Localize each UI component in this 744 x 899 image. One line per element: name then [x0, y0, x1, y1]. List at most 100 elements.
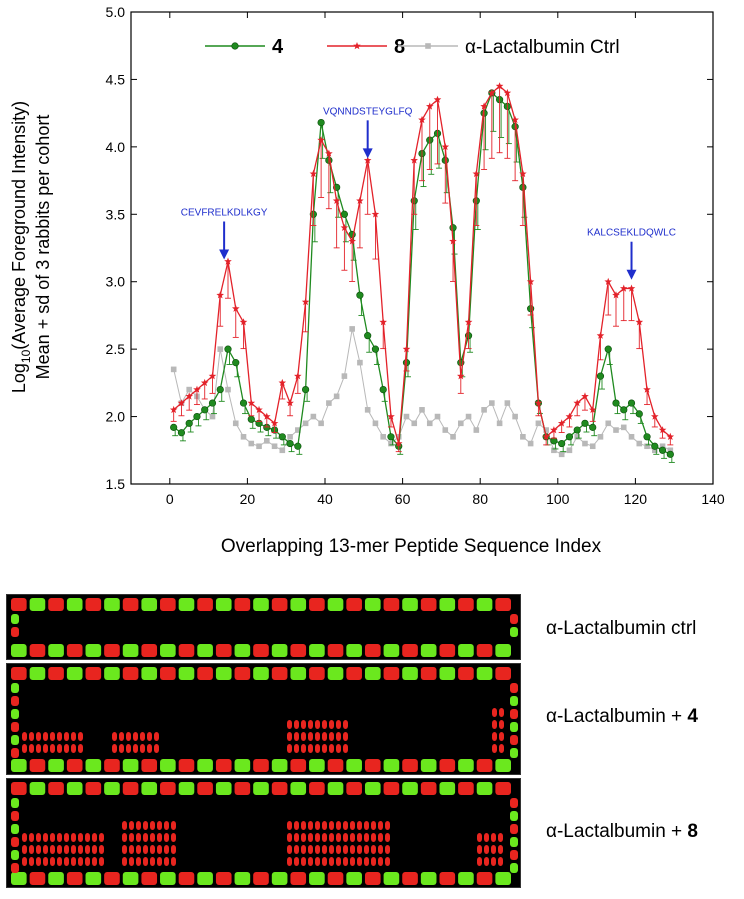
edge-spot: [510, 798, 518, 808]
point-8: [480, 102, 488, 110]
binding-spot: [336, 845, 341, 854]
binding-spot: [57, 845, 62, 854]
border-spot: [271, 598, 288, 611]
binding-spot: [85, 845, 90, 854]
point-4: [177, 429, 186, 437]
point-8: [363, 156, 372, 164]
binding-spot: [315, 744, 320, 753]
border-spot: [458, 782, 474, 795]
binding-spot: [147, 732, 152, 741]
border-spot: [309, 598, 325, 611]
point-8: [294, 372, 302, 380]
point-8: [301, 297, 310, 306]
binding-spot: [164, 845, 169, 854]
border-spot: [141, 644, 158, 657]
binding-spot: [498, 857, 503, 866]
border-spot: [309, 667, 325, 680]
point-8: [488, 88, 496, 97]
border-spot: [85, 598, 102, 611]
binding-spot: [57, 857, 62, 866]
edge-spot: [510, 837, 518, 847]
border-spot: [476, 667, 493, 680]
point-4: [651, 442, 659, 450]
binding-spot: [294, 845, 299, 854]
border-spot: [160, 667, 176, 680]
binding-spot: [315, 821, 320, 830]
border-spot: [476, 598, 493, 611]
border-spot: [439, 872, 456, 885]
border-spot: [402, 598, 418, 611]
point-ctrl: [186, 386, 192, 393]
binding-spot: [43, 845, 48, 854]
point-4: [216, 386, 224, 394]
binding-spot: [64, 744, 69, 753]
binding-spot: [57, 744, 62, 753]
binding-spot: [43, 833, 48, 842]
border-spot: [234, 644, 251, 657]
point-8: [379, 318, 387, 326]
point-8: [441, 142, 450, 151]
plot-area: 0 20 40 60 80 100 120 140 1.5 2.0 2.5 3.0 3.5 4.0 4.5 5…: [106, 4, 725, 507]
binding-spot: [315, 857, 320, 866]
binding-spot: [64, 732, 69, 741]
y-tick-label: 3.0: [106, 274, 126, 290]
binding-spot: [99, 857, 104, 866]
point-8: [612, 291, 620, 299]
x-axis-label: Overlapping 13-mer Peptide Sequence Inde…: [221, 536, 602, 557]
border-spot: [364, 598, 381, 611]
border-spot: [66, 644, 83, 657]
binding-spot: [85, 833, 90, 842]
edge-spot: [11, 683, 19, 693]
binding-spot: [71, 732, 76, 741]
binding-spot: [154, 732, 159, 741]
edge-spot: [11, 722, 19, 732]
point-ctrl: [380, 434, 386, 440]
point-ctrl: [527, 440, 534, 447]
binding-spot: [350, 821, 355, 830]
binding-spot: [143, 857, 148, 866]
binding-spot: [22, 732, 27, 741]
binding-spot: [85, 857, 90, 866]
point-ctrl: [620, 424, 627, 431]
point-4: [596, 372, 605, 380]
border-spot: [215, 872, 232, 885]
binding-spot: [22, 744, 27, 753]
binding-spot: [315, 833, 320, 842]
point-4: [340, 210, 349, 218]
binding-spot: [126, 744, 131, 753]
point-ctrl: [170, 366, 177, 373]
binding-spot: [329, 833, 334, 842]
binding-spot: [294, 857, 299, 866]
border-spot: [104, 667, 120, 680]
point-8: [193, 385, 201, 393]
border-spot: [420, 598, 437, 611]
binding-spot: [336, 744, 341, 753]
point-ctrl: [473, 427, 480, 433]
legend-marker-4: [231, 42, 239, 50]
point-ctrl: [659, 443, 666, 450]
y-tick-label: 2.5: [106, 341, 126, 357]
point-ctrl: [357, 359, 363, 366]
border-spot: [234, 872, 251, 885]
point-8: [511, 115, 519, 124]
binding-spot: [164, 857, 169, 866]
point-4: [589, 423, 597, 431]
binding-spot: [143, 821, 148, 830]
point-ctrl: [426, 420, 433, 427]
binding-spot: [315, 845, 320, 854]
border-spot: [85, 872, 102, 885]
point-4: [573, 426, 581, 434]
border-spot: [215, 598, 232, 611]
binding-spot: [336, 732, 341, 741]
binding-spot: [71, 744, 76, 753]
binding-spot: [112, 744, 117, 753]
border-spot: [66, 759, 83, 772]
border-spot: [458, 667, 474, 680]
border-spot: [160, 759, 176, 772]
annotation-label: VQNNDSTEYGLFQ: [323, 106, 413, 117]
binding-spot: [378, 857, 383, 866]
border-spot: [104, 872, 120, 885]
binding-spot: [343, 833, 348, 842]
binding-spot: [499, 720, 504, 729]
binding-spot: [301, 857, 306, 866]
